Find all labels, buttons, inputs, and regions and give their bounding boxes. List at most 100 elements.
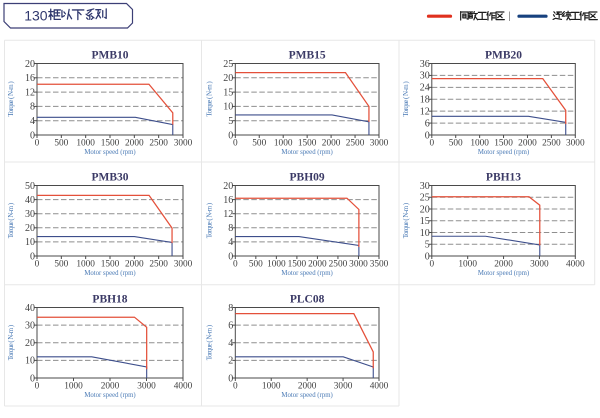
svg-text:PBH09: PBH09 — [290, 172, 325, 184]
svg-text:2500: 2500 — [346, 139, 365, 149]
svg-text:PMB10: PMB10 — [91, 50, 128, 62]
svg-text:0: 0 — [30, 373, 35, 384]
svg-text:30: 30 — [25, 209, 35, 220]
svg-text:0: 0 — [228, 251, 233, 262]
svg-text:1500: 1500 — [298, 139, 317, 149]
svg-text:Torque ( N-m ): Torque ( N-m ) — [205, 202, 213, 238]
svg-text:3000: 3000 — [566, 139, 585, 149]
svg-text:20: 20 — [223, 181, 233, 192]
svg-text:2000: 2000 — [518, 139, 537, 149]
svg-text:3000: 3000 — [530, 260, 549, 270]
svg-text:Torque ( N-m ): Torque ( N-m ) — [402, 81, 410, 117]
svg-text:2000: 2000 — [125, 139, 144, 149]
svg-text:2000: 2000 — [494, 260, 513, 270]
svg-text:10: 10 — [25, 237, 35, 248]
svg-text:0: 0 — [233, 139, 238, 149]
svg-text:3000: 3000 — [174, 139, 193, 149]
svg-text:20: 20 — [25, 59, 35, 70]
svg-text:16: 16 — [25, 73, 35, 84]
svg-text:5: 5 — [228, 116, 233, 127]
svg-text:3000: 3000 — [334, 382, 353, 392]
svg-text:1500: 1500 — [494, 139, 513, 149]
svg-text:6: 6 — [228, 320, 233, 331]
svg-text:10: 10 — [25, 356, 35, 367]
svg-text:4: 4 — [228, 237, 233, 248]
svg-text:1500: 1500 — [101, 260, 120, 270]
svg-text:4: 4 — [30, 116, 35, 127]
svg-text:24: 24 — [420, 83, 430, 94]
svg-text:0: 0 — [425, 130, 430, 141]
svg-text:5: 5 — [425, 240, 430, 251]
svg-text:PBH18: PBH18 — [92, 294, 127, 306]
svg-text:Torque ( N-m ): Torque ( N-m ) — [402, 202, 410, 238]
svg-text:0: 0 — [233, 382, 238, 392]
svg-text:500: 500 — [249, 260, 263, 270]
svg-text:1000: 1000 — [274, 139, 293, 149]
svg-text:Motor speed (rpm): Motor speed (rpm) — [84, 270, 135, 277]
svg-text:2500: 2500 — [149, 139, 168, 149]
svg-text:Motor speed (rpm): Motor speed (rpm) — [478, 270, 529, 277]
svg-text:Motor speed (rpm): Motor speed (rpm) — [478, 149, 529, 156]
svg-text:8: 8 — [228, 303, 233, 314]
svg-text:20: 20 — [25, 338, 35, 349]
svg-text:8: 8 — [30, 102, 35, 113]
svg-text:25: 25 — [420, 193, 430, 204]
svg-text:1000: 1000 — [267, 260, 286, 270]
svg-text:0: 0 — [30, 130, 35, 141]
svg-text:0: 0 — [429, 139, 434, 149]
svg-text:0: 0 — [35, 139, 40, 149]
svg-text:40: 40 — [25, 303, 35, 314]
svg-text:Torque ( N-m ): Torque ( N-m ) — [7, 324, 15, 360]
svg-text:1000: 1000 — [262, 382, 281, 392]
svg-text:Motor speed (rpm): Motor speed (rpm) — [84, 149, 135, 156]
svg-text:0: 0 — [228, 130, 233, 141]
svg-text:1000: 1000 — [470, 139, 489, 149]
svg-text:500: 500 — [54, 139, 68, 149]
svg-text:0: 0 — [425, 251, 430, 262]
svg-text:40: 40 — [25, 195, 35, 206]
svg-text:130: 130 — [24, 7, 48, 23]
svg-text:36: 36 — [420, 59, 430, 70]
svg-text:16: 16 — [223, 195, 233, 206]
svg-text:Torque ( N-m ): Torque ( N-m ) — [205, 324, 213, 360]
svg-text:PBH13: PBH13 — [486, 172, 521, 184]
svg-text:2000: 2000 — [125, 260, 144, 270]
svg-text:Torque ( N-m ): Torque ( N-m ) — [205, 81, 213, 117]
svg-text:10: 10 — [223, 102, 233, 113]
svg-text:0: 0 — [35, 260, 40, 270]
svg-text:2500: 2500 — [149, 260, 168, 270]
svg-text:2500: 2500 — [329, 260, 348, 270]
svg-text:15: 15 — [420, 216, 430, 227]
svg-text:0: 0 — [233, 260, 238, 270]
svg-text:20: 20 — [25, 223, 35, 234]
svg-text:1000: 1000 — [458, 260, 477, 270]
svg-text:30: 30 — [25, 320, 35, 331]
svg-text:1000: 1000 — [76, 139, 95, 149]
svg-text:Motor speed (rpm): Motor speed (rpm) — [84, 392, 135, 399]
svg-text:3000: 3000 — [349, 260, 368, 270]
svg-text:3000: 3000 — [174, 260, 193, 270]
svg-text:4000: 4000 — [566, 260, 585, 270]
svg-text:12: 12 — [223, 209, 233, 220]
svg-text:PMB20: PMB20 — [485, 50, 522, 62]
svg-text:PMB30: PMB30 — [91, 172, 128, 184]
svg-text:3000: 3000 — [370, 139, 389, 149]
svg-text:2000: 2000 — [308, 260, 327, 270]
svg-text:2000: 2000 — [298, 382, 317, 392]
svg-text:PMB15: PMB15 — [289, 50, 326, 62]
svg-text:0: 0 — [228, 373, 233, 384]
svg-text:0: 0 — [30, 251, 35, 262]
svg-text:3500: 3500 — [370, 260, 389, 270]
svg-text:12: 12 — [25, 87, 35, 98]
svg-text:0: 0 — [35, 382, 40, 392]
svg-text:25: 25 — [223, 59, 233, 70]
svg-text:4000: 4000 — [370, 382, 389, 392]
svg-text:Motor speed (rpm): Motor speed (rpm) — [281, 149, 332, 156]
svg-text:1000: 1000 — [76, 260, 95, 270]
svg-text:20: 20 — [223, 73, 233, 84]
svg-text:50: 50 — [25, 181, 35, 192]
svg-text:18: 18 — [420, 95, 430, 106]
svg-text:6: 6 — [425, 118, 430, 129]
svg-text:Motor speed (rpm): Motor speed (rpm) — [281, 392, 332, 399]
svg-text:Motor speed (rpm): Motor speed (rpm) — [281, 270, 332, 277]
